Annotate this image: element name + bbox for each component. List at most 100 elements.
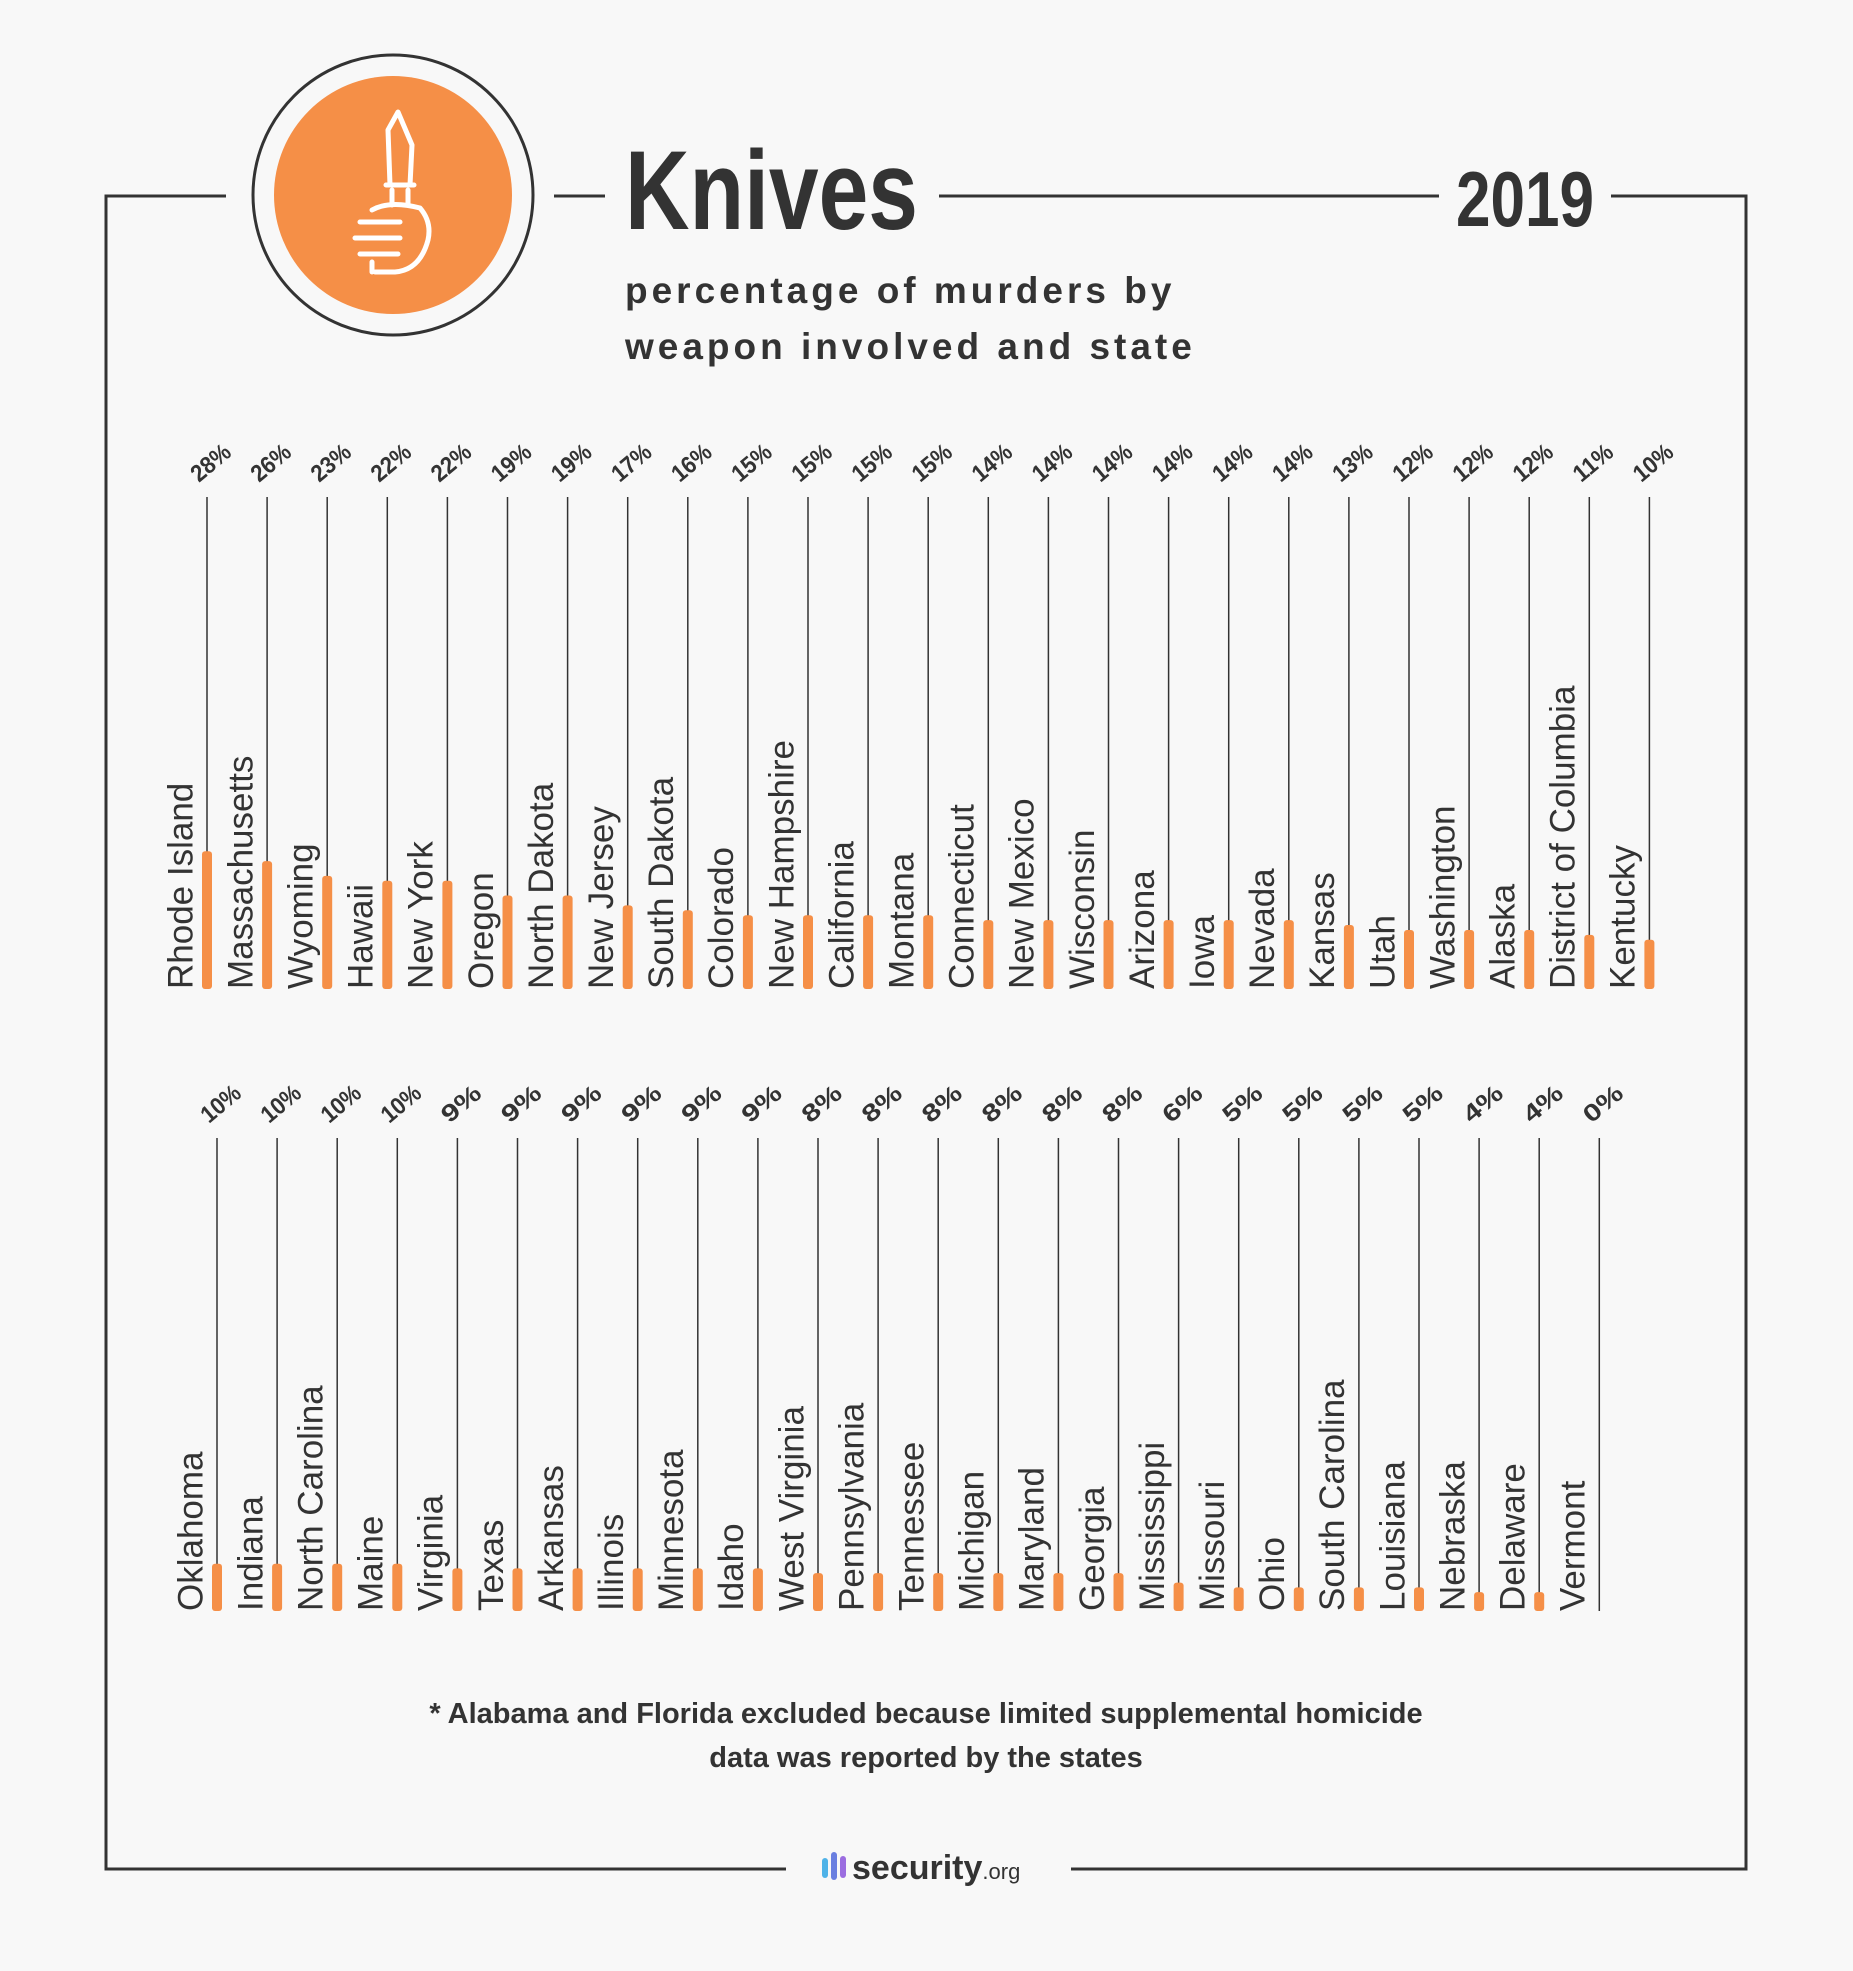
logo-bar [831, 1852, 837, 1880]
category-label: Idaho [712, 1523, 751, 1611]
subtitle: weapon involved and state [624, 326, 1196, 367]
bar [1043, 920, 1054, 989]
frame [104, 194, 786, 1871]
category-label: Illinois [592, 1514, 631, 1611]
brand-suffix: .org [982, 1859, 1020, 1884]
bar [983, 920, 994, 989]
category-label: Connecticut [943, 804, 982, 989]
bar [382, 880, 393, 989]
bar [512, 1568, 523, 1611]
bar [442, 880, 453, 989]
category-label: New Hampshire [762, 740, 801, 989]
bar [332, 1563, 343, 1611]
category-label: Minnesota [652, 1449, 691, 1611]
subtitle: percentage of murders by [625, 270, 1175, 311]
bar [1524, 929, 1535, 989]
bar [1233, 1587, 1244, 1611]
bar [933, 1573, 944, 1611]
bar [1584, 934, 1595, 989]
bar [262, 861, 273, 989]
bar [692, 1568, 703, 1611]
bar [863, 915, 874, 989]
category-label: Pennsylvania [832, 1402, 871, 1611]
category-label: Kentucky [1604, 845, 1643, 989]
category-label: South Carolina [1313, 1379, 1352, 1611]
category-label: Oklahoma [171, 1451, 210, 1611]
bar [1474, 1592, 1485, 1611]
bar [873, 1573, 884, 1611]
bar [1223, 920, 1234, 989]
bar [622, 905, 633, 989]
bar [1464, 929, 1475, 989]
category-label: Delaware [1493, 1463, 1532, 1611]
bar [1353, 1587, 1364, 1611]
logo-bar [822, 1858, 828, 1878]
category-label: Texas [472, 1520, 511, 1611]
bar [212, 1563, 222, 1611]
category-label: North Dakota [522, 782, 561, 989]
brand-name: security [852, 1849, 982, 1887]
bar [572, 1568, 583, 1611]
bar [1053, 1573, 1064, 1611]
bar [502, 895, 513, 989]
category-label: Maryland [1013, 1467, 1052, 1611]
footnote: * Alabama and Florida excluded because l… [429, 1698, 1422, 1730]
category-label: Montana [882, 852, 921, 989]
category-label: Oregon [462, 872, 501, 989]
category-label: Arizona [1123, 870, 1162, 989]
bar [742, 915, 753, 989]
bar [1173, 1582, 1184, 1611]
bar [322, 875, 333, 989]
bar [752, 1568, 763, 1611]
category-label: Wisconsin [1063, 830, 1102, 989]
category-label: New Mexico [1003, 798, 1042, 989]
category-label: Tennessee [892, 1442, 931, 1611]
category-label: Washington [1423, 805, 1462, 989]
logo-bar [840, 1856, 846, 1878]
bar [1283, 920, 1294, 989]
category-label: Arkansas [532, 1465, 571, 1611]
category-label: Nebraska [1433, 1461, 1472, 1611]
bar [1293, 1587, 1304, 1611]
icon-ring [251, 53, 535, 337]
category-label: West Virginia [772, 1406, 811, 1611]
frame [1071, 194, 1748, 1871]
bar [1404, 929, 1414, 989]
category-label: Kansas [1303, 872, 1342, 989]
category-label: Michigan [953, 1471, 992, 1611]
category-label: Massachusetts [221, 756, 260, 989]
bar [632, 1568, 643, 1611]
bar [1644, 939, 1655, 989]
category-label: California [822, 841, 861, 989]
category-label: Maine [352, 1516, 391, 1611]
bar [1103, 920, 1114, 989]
bar [392, 1563, 403, 1611]
bar [993, 1573, 1004, 1611]
bar [1113, 1573, 1124, 1611]
category-label: New Jersey [582, 806, 621, 989]
category-label: New York [402, 841, 441, 989]
category-label: Georgia [1073, 1486, 1112, 1611]
bar [813, 1573, 823, 1611]
brand-name: security.org [852, 1849, 1020, 1887]
bar [803, 915, 813, 989]
bar [1414, 1587, 1424, 1611]
knife-icon [352, 109, 432, 275]
category-label: Virginia [412, 1494, 451, 1611]
bar [1163, 920, 1174, 989]
category-label: North Carolina [291, 1385, 330, 1611]
bar [202, 851, 212, 989]
category-label: Colorado [702, 847, 741, 989]
bar [272, 1563, 283, 1611]
category-label: South Dakota [642, 776, 681, 989]
category-label: District of Columbia [1544, 685, 1583, 989]
category-label: Mississippi [1133, 1442, 1172, 1611]
category-label: Rhode Island [161, 783, 200, 989]
bar [682, 910, 693, 989]
category-label: Missouri [1193, 1481, 1232, 1611]
category-label: Louisiana [1373, 1461, 1412, 1611]
title: Knives [625, 128, 918, 253]
category-label: Indiana [231, 1496, 270, 1611]
bar [562, 895, 573, 989]
